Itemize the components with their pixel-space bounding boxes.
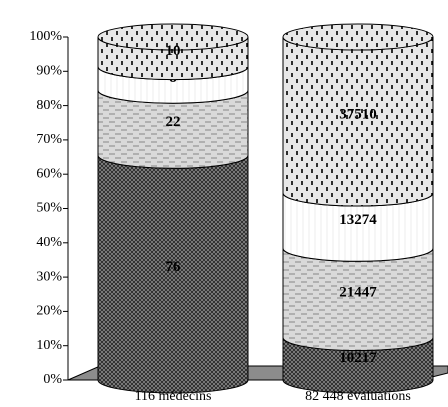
- y-tick-label: 20%: [36, 304, 62, 319]
- data-label: 76: [166, 259, 182, 275]
- x-tick-label: 116 médecins: [135, 389, 212, 404]
- y-tick-label: 30%: [36, 269, 62, 284]
- data-label: 37510: [339, 106, 377, 122]
- x-tick-label: 82 448 évaluations: [305, 389, 411, 404]
- y-tick-label: 70%: [36, 132, 62, 147]
- data-label: 10217: [339, 350, 377, 366]
- cylinder-top: [282, 23, 434, 51]
- y-tick-label: 90%: [36, 64, 62, 79]
- y-tick-label: 50%: [36, 201, 62, 216]
- data-label: 22: [166, 114, 181, 130]
- y-tick-label: 60%: [36, 166, 62, 181]
- cylinder-top: [97, 23, 249, 51]
- data-label: 10: [166, 43, 181, 59]
- y-tick-label: 10%: [36, 338, 62, 353]
- data-label: 21447: [339, 284, 377, 300]
- y-tick-label: 40%: [36, 235, 62, 250]
- y-tick-label: 0%: [43, 372, 62, 387]
- y-tick-label: 80%: [36, 98, 62, 113]
- y-tick-label: 100%: [29, 29, 62, 44]
- data-label: 13274: [339, 212, 377, 228]
